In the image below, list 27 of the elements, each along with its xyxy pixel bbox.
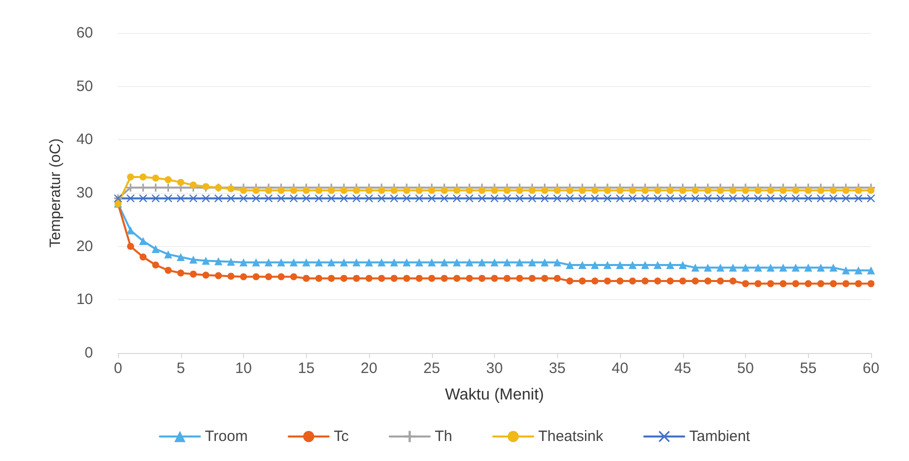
legend-label: Tambient xyxy=(689,428,751,445)
legend-label: Th xyxy=(434,428,452,445)
y-tick-label: 20 xyxy=(76,238,93,255)
legend-label: Tc xyxy=(334,428,350,445)
legend-label: Theatsink xyxy=(538,428,604,445)
x-tick-label: 10 xyxy=(235,360,252,377)
x-tick-label: 30 xyxy=(486,360,503,377)
x-tick-label: 25 xyxy=(423,360,440,377)
x-tick-label: 5 xyxy=(176,360,185,377)
x-tick-label: 45 xyxy=(674,360,692,377)
x-tick-label: 35 xyxy=(548,360,566,377)
x-tick-label: 60 xyxy=(862,360,880,377)
legend-label: Troom xyxy=(204,428,248,445)
x-tick-label: 15 xyxy=(298,360,315,377)
y-tick-label: 10 xyxy=(76,291,93,308)
x-tick-label: 55 xyxy=(800,360,817,377)
y-tick-label: 0 xyxy=(84,344,93,362)
y-tick-label: 30 xyxy=(76,184,93,202)
x-tick-label: 40 xyxy=(612,360,628,377)
y-axis-title: Temperatur (oC) xyxy=(47,138,64,248)
y-tick-label: 60 xyxy=(76,24,93,42)
x-tick-label: 50 xyxy=(737,360,754,377)
y-tick-label: 50 xyxy=(76,78,93,95)
x-axis-title: Waktu (Menit) xyxy=(445,386,544,404)
x-tick-label: 20 xyxy=(360,360,378,377)
y-tick-label: 40 xyxy=(76,131,93,148)
x-tick-label: 0 xyxy=(114,360,122,377)
